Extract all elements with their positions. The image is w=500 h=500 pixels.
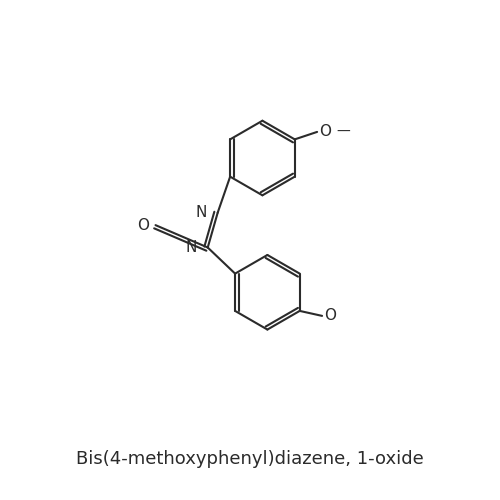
Text: Bis(4-methoxyphenyl)diazene, 1-oxide: Bis(4-methoxyphenyl)diazene, 1-oxide (76, 450, 424, 468)
Text: O: O (138, 218, 149, 232)
Text: O: O (324, 308, 336, 324)
Text: N: N (196, 205, 206, 220)
Text: N: N (186, 240, 197, 255)
Text: —: — (336, 125, 349, 139)
Text: O: O (320, 124, 332, 140)
